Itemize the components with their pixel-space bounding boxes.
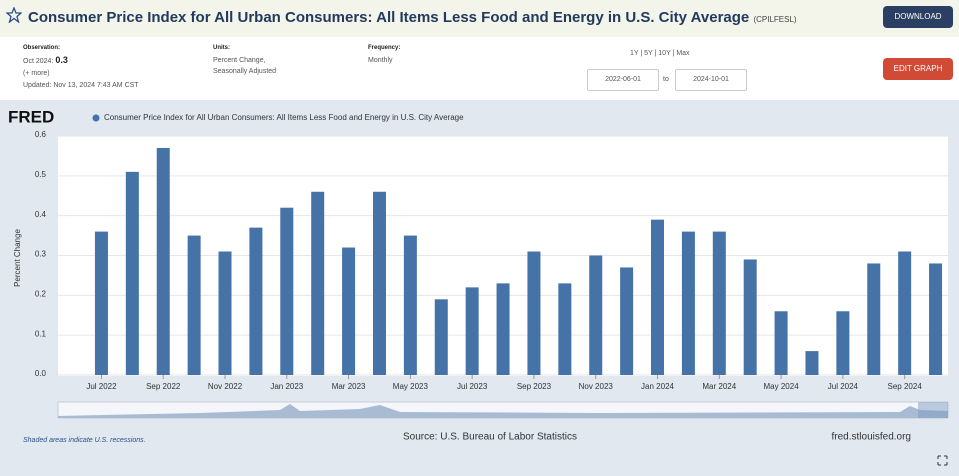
bar <box>527 251 541 375</box>
label: Frequency: <box>368 45 401 51</box>
edit-button[interactable]: EDIT GRAPH <box>883 58 953 80</box>
y-tick-label: 0.3 <box>35 250 47 259</box>
bar <box>156 147 170 375</box>
bar <box>681 231 695 375</box>
x-tick-label: Jan 2023 <box>270 382 303 391</box>
obs-value: 0.3 <box>55 55 68 65</box>
bar <box>743 259 757 375</box>
header-bar <box>0 0 959 37</box>
label: Units: <box>213 45 230 51</box>
x-tick-label: Mar 2024 <box>702 382 736 391</box>
bar <box>805 351 819 375</box>
y-tick-label: 0.4 <box>35 210 47 219</box>
bar <box>311 191 325 375</box>
x-tick-label: Sep 2022 <box>146 382 181 391</box>
bar <box>372 191 386 375</box>
fullscreen-icon[interactable] <box>937 455 948 466</box>
bar <box>651 219 665 375</box>
legend-label: Consumer Price Index for All Urban Consu… <box>104 113 464 122</box>
bar <box>558 283 572 375</box>
bar <box>94 231 108 375</box>
bar <box>496 283 510 375</box>
range-links[interactable]: 1Y | 5Y | 10Y | Max <box>630 50 690 57</box>
y-tick-label: 0.2 <box>35 289 47 298</box>
y-tick-label: 0.0 <box>35 369 47 378</box>
navigator-series <box>58 404 948 418</box>
obs: Oct 2024: 0.3 <box>23 55 68 67</box>
y-axis-label: Percent Change <box>13 229 22 287</box>
bar <box>620 267 634 375</box>
x-tick-label: May 2023 <box>393 382 429 391</box>
bar <box>249 227 263 375</box>
recession-note: Shaded areas indicate U.S. recessions. <box>23 437 146 444</box>
bar <box>125 171 139 375</box>
y-tick-label: 0.1 <box>35 329 47 338</box>
source: Source: U.S. Bureau of Labor Statistics <box>403 432 577 443</box>
bar <box>187 235 201 375</box>
more-link[interactable]: (+ more) <box>23 70 50 77</box>
x-tick-label: Jul 2022 <box>86 382 117 391</box>
download-button[interactable]: DOWNLOAD <box>883 6 953 28</box>
end-date[interactable]: 2024-10-01 <box>675 69 747 91</box>
navigator-window[interactable] <box>918 402 948 418</box>
bar <box>280 207 294 375</box>
label: Observation: <box>23 45 61 51</box>
x-tick-label: Jul 2023 <box>457 382 488 391</box>
x-tick-label: Nov 2023 <box>579 382 614 391</box>
obs-date: Oct 2024: <box>23 58 54 65</box>
bar <box>929 263 943 375</box>
updated: Updated: Nov 13, 2024 7:43 AM CST <box>23 82 139 89</box>
x-tick-label: Mar 2023 <box>332 382 366 391</box>
x-tick-label: Sep 2023 <box>517 382 552 391</box>
to: to <box>663 76 669 83</box>
bar <box>434 299 448 375</box>
x-tick-label: Nov 2022 <box>208 382 243 391</box>
units: Percent Change, <box>213 57 266 64</box>
y-tick-label: 0.5 <box>35 170 47 179</box>
bar <box>465 287 479 375</box>
bar <box>589 255 603 375</box>
start-date[interactable]: 2022-06-01 <box>587 69 659 91</box>
bar <box>836 311 850 375</box>
title: Consumer Price Index for All Urban Consu… <box>28 9 797 26</box>
series-id: (CPILFESL) <box>753 15 797 24</box>
units: Seasonally Adjusted <box>213 68 277 75</box>
title-text: Consumer Price Index for All Urban Consu… <box>28 9 750 26</box>
bar <box>342 247 356 375</box>
bar <box>774 311 788 375</box>
x-tick-label: Sep 2024 <box>888 382 923 391</box>
y-tick-label: 0.6 <box>35 130 47 139</box>
favorite-icon[interactable] <box>6 7 22 23</box>
bar <box>403 235 417 375</box>
x-tick-label: Jan 2024 <box>641 382 674 391</box>
fred-logo: FRED <box>8 107 54 126</box>
bar <box>712 231 726 375</box>
frequency: Monthly <box>368 57 393 64</box>
x-tick-label: May 2024 <box>764 382 800 391</box>
bar <box>218 251 232 375</box>
site: fred.stlouisfed.org <box>832 432 912 443</box>
bar <box>898 251 912 375</box>
x-tick-label: Jul 2024 <box>828 382 859 391</box>
bar <box>867 263 881 375</box>
legend-marker <box>92 114 100 122</box>
